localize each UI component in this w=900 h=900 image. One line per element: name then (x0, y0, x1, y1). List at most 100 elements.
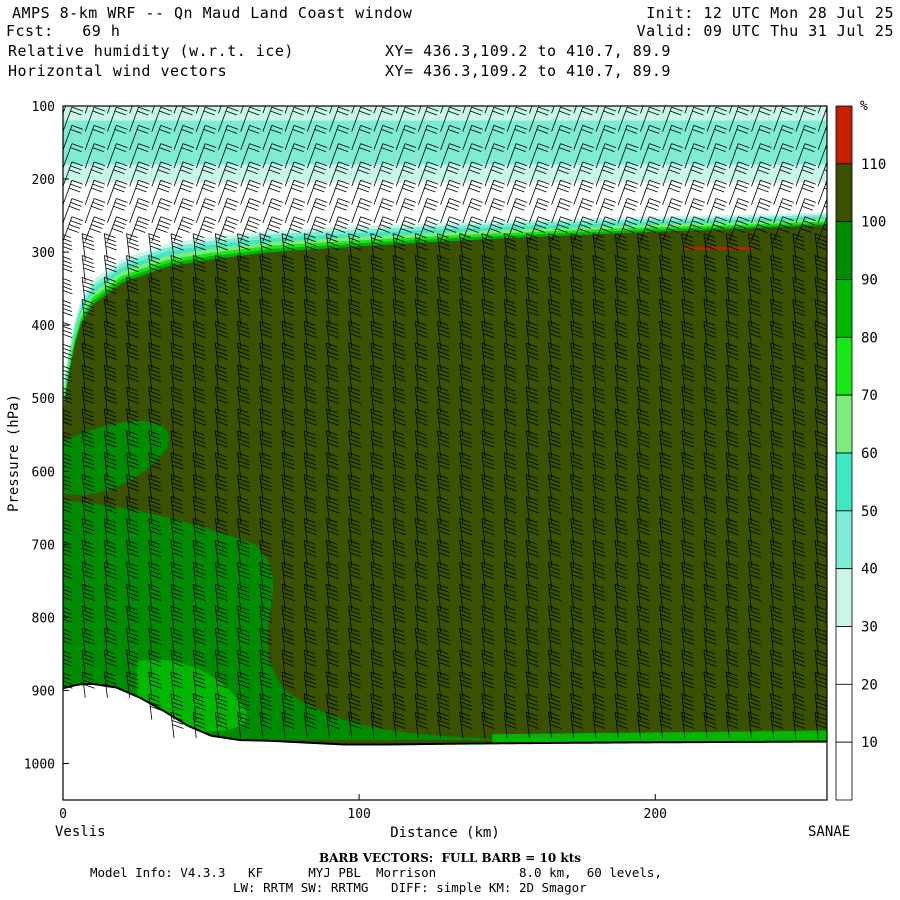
colorbar-swatch (835, 221, 853, 280)
wind-barb (303, 561, 317, 589)
wind-barb (148, 540, 162, 567)
wind-barb (326, 408, 340, 435)
wind-barb (326, 583, 340, 611)
wind-barb (259, 540, 273, 567)
wind-barb (103, 474, 117, 501)
wind-barb (192, 605, 206, 633)
wind-barb (459, 496, 473, 523)
wind-barb (792, 298, 806, 326)
wind-barb (636, 298, 650, 326)
wind-barb (81, 364, 95, 391)
wind-barb (170, 255, 184, 282)
wind-barb (240, 125, 261, 150)
barb-vector-note: BARB VECTORS: FULL BARB = 10 kts (318, 851, 582, 865)
wind-barb (437, 561, 451, 589)
colorbar: 10 20 30 40 50 60 70 80 90 100 110% (835, 99, 886, 801)
wind-barb (551, 198, 572, 224)
wind-barb (459, 364, 473, 391)
wind-barb (681, 583, 695, 611)
wind-barb (170, 474, 184, 501)
wind-barb (392, 364, 406, 391)
colorbar-label: 90 (861, 273, 878, 289)
wind-barb (751, 198, 772, 224)
wind-barb (126, 233, 140, 260)
wind-barb (440, 106, 444, 114)
wind-barb (706, 179, 728, 205)
wind-barb (814, 605, 827, 633)
wind-barb (659, 277, 673, 304)
wind-barb (659, 518, 673, 545)
wind-barb (728, 125, 750, 150)
wind-barb (636, 649, 650, 676)
wind-barb (348, 671, 362, 698)
wind-barb (773, 143, 794, 169)
wind-barb (107, 161, 128, 187)
wind-barb (592, 452, 606, 479)
wind-barb (84, 106, 89, 114)
wind-barb (747, 627, 762, 654)
wind-barb (148, 627, 162, 654)
wind-barb (570, 342, 584, 370)
wind-barb (481, 518, 495, 545)
wind-barb (218, 198, 239, 224)
wind-barb (103, 605, 117, 633)
wind-barb (81, 518, 95, 545)
wind-barb (218, 216, 239, 242)
wind-barb (773, 161, 794, 187)
wind-barb (414, 320, 428, 348)
wind-barb (484, 106, 489, 114)
wind-barb (148, 408, 162, 435)
wind-barb (484, 161, 506, 187)
wind-barb (795, 179, 816, 205)
wind-barb (725, 430, 739, 457)
wind-barb (503, 408, 517, 435)
wind-barb (725, 298, 739, 326)
wind-barb (659, 583, 673, 611)
wind-barb (126, 496, 140, 523)
wind-barb (392, 540, 406, 567)
wind-barb (392, 277, 406, 304)
wind-barb (570, 364, 584, 391)
wind-barb (81, 430, 95, 457)
wind-barb (636, 671, 650, 698)
wind-barb (570, 671, 584, 698)
wind-barb (173, 106, 178, 114)
wind-barb (148, 583, 162, 611)
wind-barb (703, 711, 717, 738)
wind-barb (170, 364, 184, 391)
wind-barb (303, 364, 317, 391)
wind-barb (681, 452, 695, 479)
wind-barb (303, 298, 317, 326)
wind-barb (573, 106, 594, 132)
wind-barb (151, 198, 172, 224)
wind-barb (63, 161, 84, 187)
wind-barb (259, 298, 273, 326)
y-tick-label: 100 (32, 100, 55, 115)
wind-barb (481, 649, 495, 676)
wind-barb (703, 540, 717, 567)
wind-barb (481, 605, 495, 633)
wind-barb (84, 179, 106, 205)
wind-barb (281, 386, 295, 413)
wind-barb (440, 143, 461, 169)
wind-barb (636, 364, 650, 391)
wind-barb (437, 255, 451, 282)
wind-barb (326, 496, 340, 523)
wind-barb (148, 474, 162, 501)
wind-barb (706, 161, 728, 187)
wind-barb (306, 106, 328, 132)
wind-barb (370, 693, 384, 720)
x-tick-label: 200 (644, 807, 667, 822)
wind-barb (525, 430, 539, 457)
wind-barb (459, 540, 473, 567)
wind-barb (592, 342, 606, 370)
wind-barb (370, 386, 384, 413)
wind-barb (259, 255, 273, 282)
wind-barb (684, 125, 705, 150)
wind-barb (770, 561, 784, 589)
wind-barb (770, 364, 784, 391)
wind-barb (728, 161, 750, 187)
wind-barb (751, 179, 772, 205)
wind-barb (592, 583, 606, 611)
colorbar-swatch (835, 683, 853, 743)
